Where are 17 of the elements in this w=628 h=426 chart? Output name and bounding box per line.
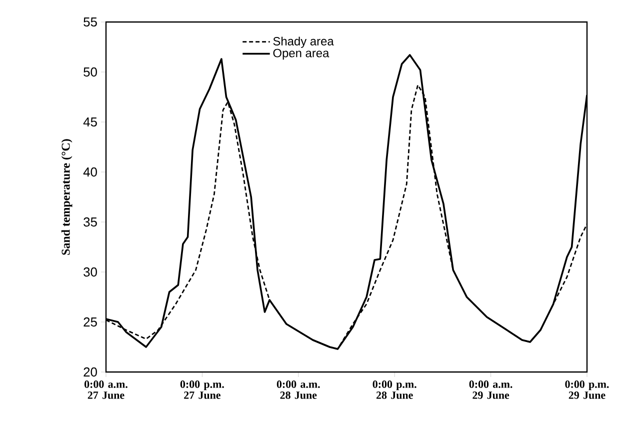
y-tick-label: 30: [84, 267, 97, 277]
y-tick-label: 45: [83, 117, 97, 127]
y-tick-label: 55: [84, 17, 97, 27]
x-tick-label: 0:00 p.m. 29 June: [565, 380, 609, 399]
y-tick-label: 25: [84, 317, 97, 327]
legend-label: Open area: [273, 48, 330, 60]
y-axis-title: Sand temperature (°C): [61, 139, 72, 255]
y-tick-label: 40: [83, 167, 97, 177]
y-tick-label: 35: [84, 217, 97, 227]
legend-label: Shady area: [273, 36, 334, 48]
x-tick-label: 0:00 a.m. 27 June: [84, 380, 128, 399]
x-tick-label: 0:00 p.m. 27 June: [180, 380, 224, 399]
x-tick-label: 0:00 a.m. 28 June: [276, 380, 320, 399]
y-tick-label: 20: [84, 367, 97, 377]
x-tick-label: 0:00 a.m. 29 June: [469, 380, 512, 399]
y-tick-label: 50: [84, 67, 97, 77]
x-tick-label: 0:00 p.m. 28 June: [372, 380, 416, 399]
